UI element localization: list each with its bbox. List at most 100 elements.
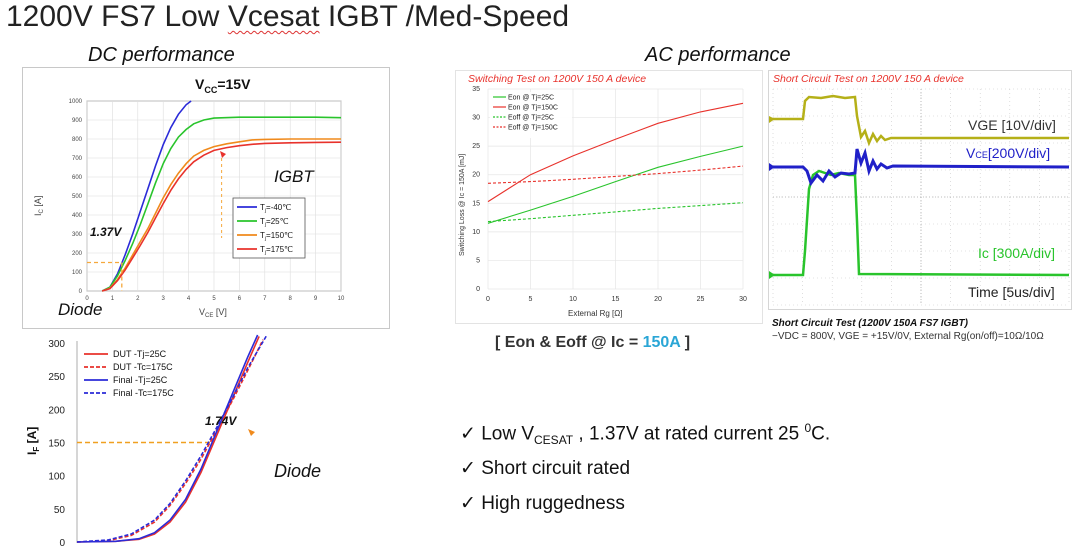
igbt-arrow-icon xyxy=(220,151,226,158)
switching-loss-chart: Switching Test on 1200V 150 A device 0 5 1… xyxy=(459,73,747,318)
igbt-x-axis-label: VCE [V] xyxy=(199,307,227,319)
igbt-legend-label: Tj=25℃ xyxy=(260,217,289,228)
igbt-legend: Tj=-40℃ Tj=25℃ Tj=150℃ Tj=175℃ xyxy=(232,197,306,259)
switching-y-tick-label: 20 xyxy=(472,172,480,179)
diode-ticks: 0 50 100 150 200 250 300 xyxy=(48,339,65,549)
vge-label: VGE [10V/div] xyxy=(968,117,1056,133)
eon-eoff-caption: [ Eon & Eoff @ Ic = 150A ] xyxy=(495,334,691,351)
ac-section-label: AC performance xyxy=(645,44,791,66)
diode-y-tick-label: 250 xyxy=(48,372,65,383)
igbt-x-tick-label: 3 xyxy=(162,296,166,302)
switching-series-line-0 xyxy=(487,145,744,224)
ic-marker-icon xyxy=(769,271,775,279)
vge-trace xyxy=(773,94,1069,147)
check-icon: ✓ xyxy=(460,458,476,479)
bullet-low-vcesat: ✓ Low VCESAT , 1.37V at rated current 25… xyxy=(460,421,831,448)
vge-marker-icon xyxy=(769,116,775,123)
igbt-y-tick-label: 900 xyxy=(72,118,83,124)
igbt-y-tick-label: 0 xyxy=(79,289,83,295)
igbt-chart-frame xyxy=(22,67,390,329)
igbt-series-line-1 xyxy=(101,116,342,292)
switching-series-line-1 xyxy=(487,102,744,203)
diode-legend-label: Final -Tj=25C xyxy=(113,375,168,385)
scope-title: Short Circuit Test on 1200V 150 A device xyxy=(773,73,964,85)
switching-y-tick-label: 5 xyxy=(476,257,480,264)
switching-x-tick-label: 30 xyxy=(739,296,747,303)
short-circuit-scope: Short Circuit Test on 1200V 150 A device… xyxy=(769,73,1070,306)
switching-series-line-3 xyxy=(487,165,744,184)
igbt-y-tick-label: 400 xyxy=(72,213,83,219)
diode-y-tick-label: 50 xyxy=(54,505,66,516)
switching-series-line-2 xyxy=(487,202,744,223)
igbt-y-tick-label: 800 xyxy=(72,137,83,143)
title-part-1: 1200V FS7 Low xyxy=(6,0,228,33)
diode-arrow-icon xyxy=(248,429,255,436)
page-title: 1200V FS7 Low Vcesat IGBT /Med-Speed xyxy=(6,0,569,34)
switching-y-tick-label: 10 xyxy=(472,229,480,236)
diode-legend-label: Final -Tc=175C xyxy=(113,388,174,398)
igbt-x-tick-label: 2 xyxy=(136,296,140,302)
igbt-grid xyxy=(86,100,342,292)
diode-y-tick-label: 0 xyxy=(59,538,65,549)
scope-grid xyxy=(772,88,1070,306)
diode-y-axis-label: IF [A] xyxy=(25,427,41,455)
igbt-y-tick-label: 200 xyxy=(72,251,83,257)
switching-x-tick-label: 0 xyxy=(486,296,490,303)
vce-marker-icon xyxy=(769,163,775,171)
diode-y-tick-label: 150 xyxy=(48,439,65,450)
igbt-x-tick-label: 8 xyxy=(289,296,293,302)
diode-legend-label: DUT -Tj=25C xyxy=(113,349,167,359)
igbt-1.37v-label: 1.37V xyxy=(90,225,122,239)
switching-chart-frame xyxy=(455,70,763,324)
igbt-x-tick-label: 5 xyxy=(212,296,216,302)
switching-y-tick-label: 25 xyxy=(472,143,480,150)
igbt-legend-label: Tj=150℃ xyxy=(260,231,293,242)
eon-caption-current: 150A xyxy=(642,334,681,351)
igbt-x-tick-label: 1 xyxy=(111,296,115,302)
scope-frame xyxy=(768,70,1072,310)
igbt-chart-title: VCC=15V xyxy=(195,76,251,95)
switching-legend-label: Eon @ Tj=150C xyxy=(508,105,558,112)
switching-chart-title: Switching Test on 1200V 150 A device xyxy=(468,73,646,85)
diode-1.74v-label: 1.74V xyxy=(205,414,237,428)
title-part-3: IGBT /Med-Speed xyxy=(319,0,570,33)
diode-series-line-2 xyxy=(76,334,259,543)
igbt-y-tick-label: 500 xyxy=(72,194,83,200)
switching-legend-label: Eon @ Tj=25C xyxy=(508,95,554,102)
diode-series xyxy=(76,334,268,543)
igbt-y-axis-label: IC [A] xyxy=(33,196,45,216)
diode-series-line-1 xyxy=(76,339,264,543)
short-circuit-caption-conditions: −VDC = 800V, VGE = +15V/0V, External Rg(… xyxy=(772,331,1044,342)
vce-label: VCE[200V/div] xyxy=(966,145,1050,161)
switching-legend: Eon @ Tj=25C Eon @ Tj=150C Eoff @ Tj=25C Eo… xyxy=(490,92,572,138)
igbt-y-tick-label: 300 xyxy=(72,232,83,238)
vce-trace xyxy=(773,147,1070,187)
igbt-series xyxy=(101,100,342,292)
igbt-x-tick-label: 0 xyxy=(85,296,89,302)
ic-label: Ic [300A/div] xyxy=(978,245,1055,261)
diode-series-line-3 xyxy=(76,334,268,543)
diode-legend-label: DUT -Tc=175C xyxy=(113,362,173,372)
switching-x-tick-label: 15 xyxy=(612,296,620,303)
bullet-ruggedness: ✓ High ruggedness xyxy=(460,493,625,514)
switching-series xyxy=(487,102,744,224)
diode-curve-label: Diode xyxy=(274,461,321,481)
diode-y-tick-label: 200 xyxy=(48,405,65,416)
igbt-diode-label: Diode xyxy=(58,300,102,319)
switching-y-tick-label: 15 xyxy=(472,200,480,207)
igbt-x-tick-label: 10 xyxy=(338,296,345,302)
switching-x-tick-label: 25 xyxy=(697,296,705,303)
igbt-y-tick-label: 100 xyxy=(72,270,83,276)
switching-x-axis-label: External Rg [Ω] xyxy=(568,309,622,318)
switching-x-tick-label: 20 xyxy=(654,296,662,303)
igbt-ticks: 0 1 2 3 4 5 6 7 8 9 100100200300400500600700800900… xyxy=(69,99,345,302)
switching-y-tick-label: 30 xyxy=(472,115,480,122)
switching-legend-label: Eoff @ Tj=150C xyxy=(508,125,558,132)
igbt-x-tick-label: 9 xyxy=(314,296,318,302)
short-circuit-caption-title: Short Circuit Test (1200V 150A FS7 IGBT) xyxy=(772,318,968,329)
igbt-y-tick-label: 700 xyxy=(72,156,83,162)
switching-ticks: 0 5 10 15 20 25 30 0 5 10 15 20 25 30 35 xyxy=(472,86,747,303)
switching-x-tick-label: 10 xyxy=(569,296,577,303)
switching-x-tick-label: 5 xyxy=(529,296,533,303)
igbt-x-tick-label: 6 xyxy=(238,296,242,302)
